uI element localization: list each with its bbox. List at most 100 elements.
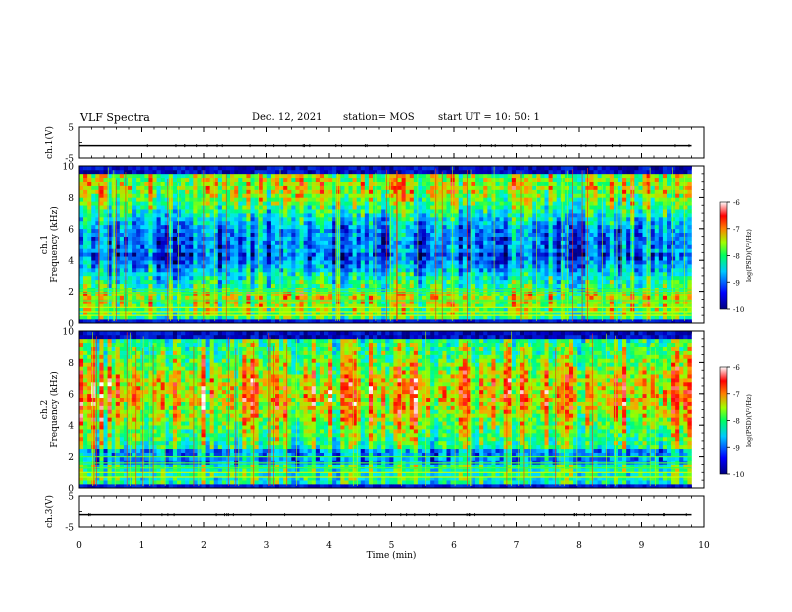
spectrogram-cell (336, 252, 341, 257)
spectrogram-cell (319, 205, 325, 210)
spectrogram-cell (193, 209, 198, 214)
spectrogram-cell (381, 177, 386, 182)
spectrogram-cell (185, 283, 190, 288)
spectrogram-cell (230, 201, 235, 206)
spectrogram-cell (332, 205, 337, 210)
spectrogram-cell (515, 185, 521, 190)
spectrogram-cell (197, 315, 202, 320)
spectrogram-cell (368, 319, 374, 324)
spectrogram-cell (356, 260, 362, 265)
spectrogram-cell (499, 268, 504, 273)
spectrogram-cell (373, 177, 378, 182)
spectrogram-cell (491, 256, 496, 261)
spectrogram-cell (172, 177, 178, 182)
spectrogram-cell (87, 217, 92, 222)
spectrogram-cell (434, 240, 439, 245)
spectrogram-cell (507, 240, 513, 245)
spectrogram-cell (507, 232, 513, 237)
spectrogram-cell (332, 311, 337, 316)
spectrogram-cell (287, 220, 292, 226)
spectrogram-cell (360, 201, 366, 206)
spectrogram-cell (140, 236, 145, 241)
spectrogram-cell (315, 319, 321, 324)
spectrogram-cell (279, 275, 284, 281)
spectrogram-cell (471, 248, 476, 253)
spectrogram-cell (230, 319, 235, 324)
spectrogram-cell (413, 256, 419, 261)
spectrogram-cell (136, 224, 141, 230)
spectrogram-cell (397, 209, 402, 214)
spectrogram-cell (79, 271, 84, 277)
spectrogram-cell (430, 205, 435, 210)
spectrogram-cell (189, 173, 194, 179)
spectrogram-cell (319, 268, 325, 273)
spectrogram-cell (189, 217, 194, 222)
spectrogram-cell (181, 169, 186, 175)
spectrogram-cell (83, 209, 88, 214)
spectrogram-cell (148, 260, 153, 265)
spectrogram-cell (434, 169, 439, 175)
spectrogram-cell (230, 177, 235, 182)
spectrogram-cell (279, 240, 284, 245)
spectrogram-cell (458, 209, 464, 214)
spectrogram-cell (83, 303, 88, 308)
spectrogram-cell (221, 315, 227, 320)
spectrogram-cell (144, 260, 149, 265)
spectrogram-cell (87, 275, 92, 281)
spectrogram-cell (164, 173, 170, 179)
spectrogram-cell (332, 201, 337, 206)
spectrogram-cell (328, 177, 333, 182)
spectrogram-cell (140, 205, 145, 210)
spectrogram-cell (503, 181, 509, 186)
spectrogram-cell (491, 220, 496, 226)
spectrogram-cell (454, 185, 460, 190)
spectrogram-cell (128, 275, 133, 281)
spectrogram-cell (197, 295, 202, 300)
spectrogram-cell (205, 240, 210, 245)
spectrogram-cell (360, 205, 366, 210)
spectrogram-cell (266, 213, 272, 218)
spectrogram-cell (319, 283, 325, 288)
spectrogram-cell (409, 201, 415, 206)
spectrogram-cell (319, 220, 325, 226)
spectrogram-cell (393, 279, 398, 285)
spectrogram-cell (299, 260, 304, 265)
spectrogram-cell (95, 201, 100, 206)
spectrogram-cell (352, 240, 357, 245)
spectrogram-cell (262, 236, 268, 241)
spectrogram-cell (385, 236, 390, 241)
spectrogram-cell (217, 193, 223, 198)
spectrogram-cell (503, 303, 509, 308)
spectrogram-cell (344, 236, 349, 241)
spectrogram-cell (319, 275, 325, 281)
spectrogram-cell (401, 185, 406, 190)
spectrogram-cell (332, 244, 337, 249)
spectrogram-cell (132, 279, 137, 285)
spectrogram-cell (413, 173, 419, 179)
spectrogram-cell (185, 185, 190, 190)
spectrogram-cell (430, 264, 435, 269)
spectrogram-cell (270, 220, 276, 226)
spectrogram-cell (91, 197, 96, 202)
spectrogram-cell (221, 166, 227, 171)
spectrogram-cell (503, 319, 509, 324)
spectrogram-cell (270, 275, 276, 281)
spectrogram-cell (332, 315, 337, 320)
spectrogram-cell (426, 268, 431, 273)
spectrogram-cell (442, 169, 447, 175)
spectrogram-cell (99, 197, 104, 202)
spectrogram-cell (417, 166, 423, 171)
spectrogram-cell (168, 220, 174, 226)
spectrogram-cell (532, 244, 537, 249)
spectrogram-cell (99, 279, 104, 285)
spectrogram-cell (279, 217, 284, 222)
spectrogram-cell (348, 295, 353, 300)
spectrogram-cell (471, 213, 476, 218)
spectrogram-cell (344, 311, 349, 316)
spectrogram-cell (405, 224, 411, 230)
spectrogram-cell (352, 189, 357, 194)
spectrogram-cell (360, 275, 366, 281)
spectrogram-cell (148, 185, 153, 190)
spectrogram-cell (360, 283, 366, 288)
